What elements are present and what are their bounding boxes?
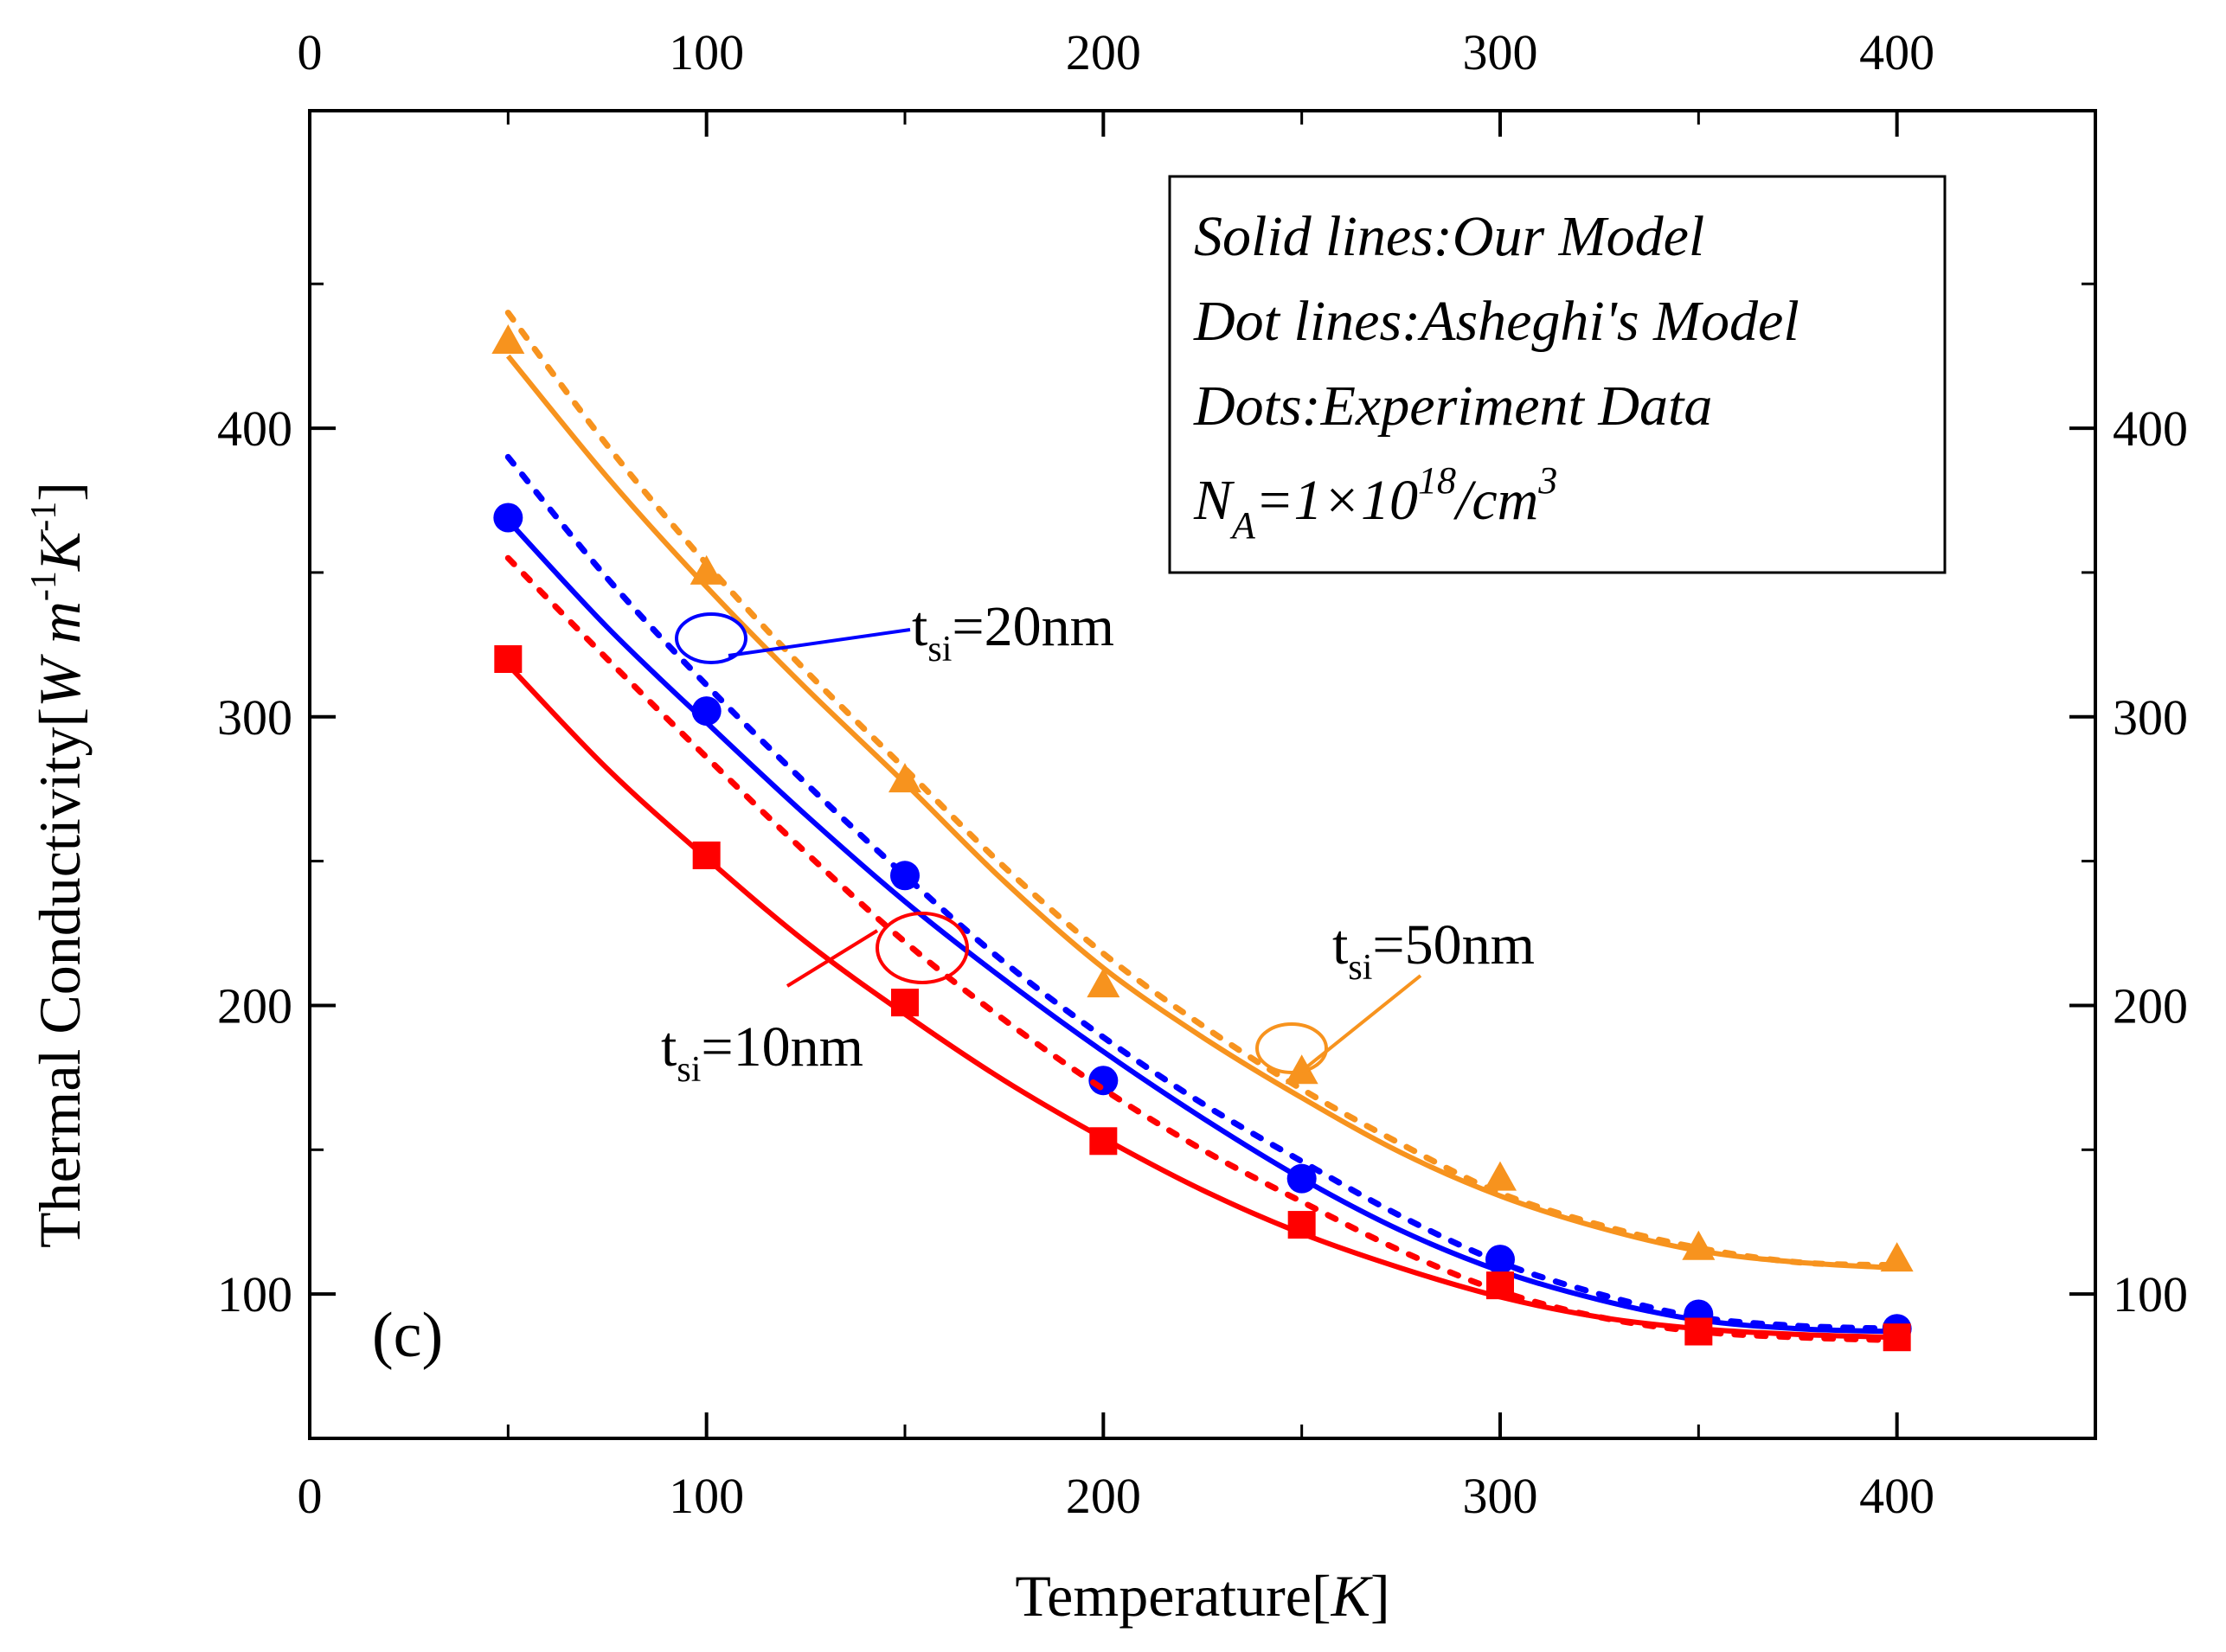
y-axis-title-exp-1: -1 (24, 571, 64, 601)
experiment-point (690, 554, 723, 585)
annotation-20nm-rest: =20nm (952, 595, 1114, 658)
legend-doping-eq: =1×10 (1255, 469, 1418, 532)
annotation-20nm-sub: si (927, 630, 952, 669)
y-tick-label-left: 400 (217, 400, 292, 457)
annotation-10nm-ellipse (876, 912, 969, 984)
experiment-point (493, 503, 523, 533)
annotation-50nm-t: t (1332, 913, 1348, 976)
x-tick-label-top: 400 (1859, 24, 1934, 80)
panel-label: (c) (372, 1300, 443, 1371)
y-axis-title-close: ] (27, 482, 93, 502)
series-t-si-20nm (493, 453, 1912, 1344)
experiment-point (1286, 1163, 1317, 1194)
annotation-10nm-leader (786, 929, 879, 988)
annotation-50nm-sub: si (1348, 948, 1372, 988)
experiment-point (890, 861, 920, 891)
plot-frame (308, 109, 2097, 1440)
experiment-point (891, 989, 919, 1017)
annotation-10nm-label: tsi=10nm (661, 1015, 863, 1090)
experiment-point (494, 645, 523, 674)
experiment-point (691, 696, 722, 727)
x-tick-label-bottom: 200 (1066, 1468, 1141, 1524)
experiment-point (1287, 1211, 1316, 1239)
experiment-point (888, 763, 921, 793)
annotation-20nm-leader (728, 628, 911, 657)
annotation-10nm-t: t (661, 1015, 677, 1079)
experiment-point (1089, 1127, 1118, 1156)
y-tick-label-right: 300 (2113, 689, 2188, 746)
y-tick-label-left: 200 (217, 977, 292, 1034)
x-axis-title-close: ] (1370, 1563, 1390, 1629)
annotation-10nm-rest: =10nm (701, 1015, 863, 1079)
legend-box (1168, 175, 1947, 574)
experiment-point (1285, 1054, 1318, 1085)
experiment-point (1484, 1161, 1517, 1191)
experiment-point (1883, 1323, 1911, 1352)
series-t-si-50nm (491, 310, 1914, 1272)
annotation-50nm: tsi=50nm (1255, 913, 1535, 1074)
x-axis-title: Temperature[K] (1015, 1563, 1389, 1629)
legend-line-1: Solid lines:Our Model (1194, 205, 1704, 268)
x-tick-label-bottom: 400 (1859, 1468, 1934, 1524)
legend-doping-unit: /cm (1453, 469, 1538, 532)
y-axis-title-main: Thermal Conductivity[ (27, 708, 93, 1248)
annotation-50nm-label: tsi=50nm (1332, 913, 1535, 988)
our-model-line (505, 354, 1897, 1271)
legend-doping: NA=1×1018/cm3 (1193, 459, 1557, 547)
axes-group: 0 0 100 100 200 200 300 300 400 400 100 100 200 200 30… (217, 24, 2188, 1524)
experiment-point (1485, 1245, 1515, 1275)
experiment-point (491, 323, 525, 354)
x-tick-label-top: 300 (1463, 24, 1538, 80)
annotation-20nm-ellipse (675, 612, 747, 664)
annotation-10nm: tsi=10nm (661, 912, 969, 1090)
y-tick-label-right: 100 (2113, 1266, 2188, 1322)
x-tick-label-bottom: 0 (298, 1468, 323, 1524)
y-axis-title-exp-2: -1 (24, 502, 64, 532)
experiment-point (1087, 968, 1120, 998)
legend-doping-sup: 18 (1418, 459, 1456, 502)
x-tick-label-bottom: 100 (669, 1468, 744, 1524)
legend-doping-base: N (1193, 469, 1235, 532)
annotation-20nm-t: t (912, 595, 927, 658)
annotation-10nm-sub: si (677, 1050, 701, 1090)
y-tick-label-right: 200 (2113, 977, 2188, 1034)
experiment-point (1486, 1271, 1514, 1300)
annotation-20nm: tsi=20nm (675, 595, 1114, 669)
y-tick-label-right: 400 (2113, 400, 2188, 457)
legend-line-3: Dots:Experiment Data (1193, 375, 1712, 438)
series-t-si-10nm (494, 554, 1911, 1352)
y-axis-title-unit-w: W m (27, 601, 93, 708)
asheghi-model-line (504, 453, 1901, 1332)
experiment-point (692, 841, 721, 869)
y-axis-title: Thermal Conductivity[W m-1K-1] (24, 482, 93, 1248)
x-tick-label-top: 200 (1066, 24, 1141, 80)
x-tick-label-bottom: 300 (1463, 1468, 1538, 1524)
x-tick-label-top: 0 (298, 24, 323, 80)
series-group (491, 310, 1914, 1352)
experiment-point (1684, 1317, 1713, 1346)
annotation-50nm-leader (1305, 974, 1422, 1069)
y-tick-label-left: 300 (217, 689, 292, 746)
experiment-point (1682, 1230, 1716, 1260)
y-tick-label-left: 100 (217, 1266, 292, 1322)
legend-line-2: Dot lines:Asheghi's Model (1193, 290, 1799, 353)
x-axis-title-unit: K (1331, 1563, 1374, 1629)
y-axis-title-unit-k: K (27, 528, 93, 572)
annotation-50nm-rest: =50nm (1372, 913, 1535, 976)
annotation-20nm-label: tsi=20nm (912, 595, 1114, 669)
experiment-point (1880, 1242, 1914, 1272)
legend-doping-sup2: 3 (1537, 459, 1557, 502)
x-tick-label-top: 100 (669, 24, 744, 80)
x-axis-title-main: Temperature[ (1015, 1563, 1331, 1629)
annotation-50nm-ellipse (1255, 1022, 1328, 1074)
our-model-line (506, 518, 1897, 1335)
legend-doping-sub: A (1229, 504, 1256, 547)
